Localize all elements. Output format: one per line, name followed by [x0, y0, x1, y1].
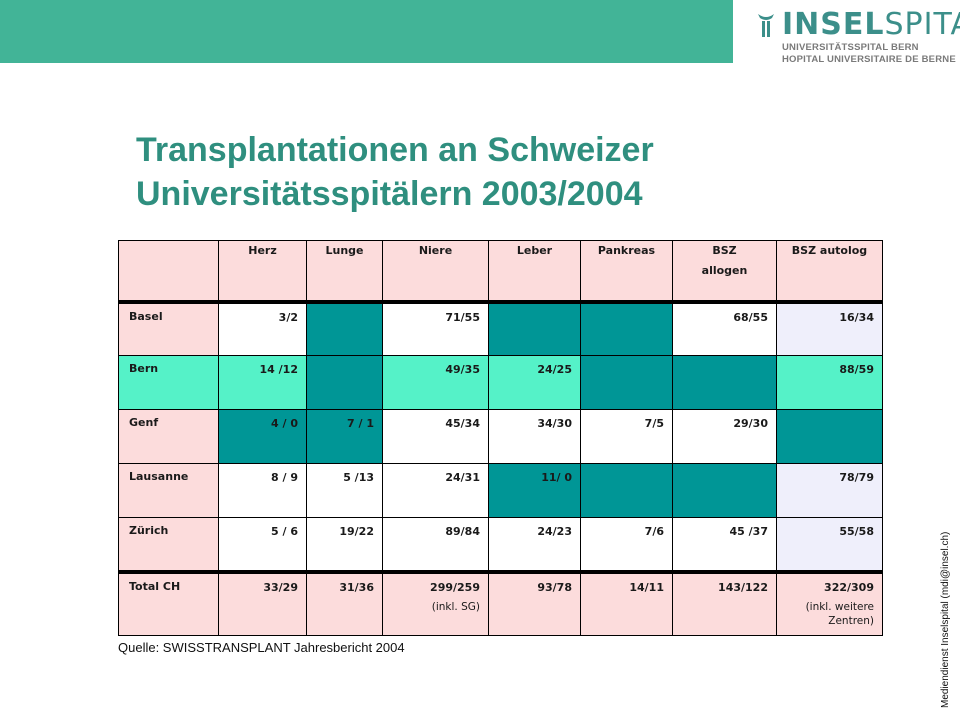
title-line-2: Universitätsspitälern 2003/2004 [136, 175, 643, 213]
row-label-zuerich: Zürich [118, 517, 219, 572]
logo-subtitle-fr: HOPITAL UNIVERSITAIRE DE BERNE [782, 54, 956, 65]
table-cell: 19/22 [306, 517, 383, 572]
table-cell-empty [306, 301, 383, 356]
table-cell: 8 / 9 [218, 463, 307, 518]
table-cell: 29/30 [672, 409, 777, 464]
table-cell: 89/84 [382, 517, 489, 572]
table-cell: 68/55 [672, 301, 777, 356]
row-label-basel: Basel [118, 301, 219, 356]
row-label-lausanne: Lausanne [118, 463, 219, 518]
table-cell: 71/55 [382, 301, 489, 356]
header-leber: Leber [488, 240, 581, 302]
row-label-bern: Bern [118, 355, 219, 410]
table-cell: 7 / 1 [306, 409, 383, 464]
table-row-total: Total CH 33/29 31/36 299/259 (inkl. SG) … [118, 571, 883, 636]
table-row: Bern 14 /12 49/35 24/25 88/59 [118, 355, 883, 410]
insel-logo-mark-icon [758, 14, 774, 37]
table-cell: 24/31 [382, 463, 489, 518]
table-cell: 34/30 [488, 409, 581, 464]
table-cell: 4 / 0 [218, 409, 307, 464]
table-cell-empty [776, 409, 883, 464]
table-cell: 16/34 [776, 301, 883, 356]
table-cell-empty [488, 301, 581, 356]
header-niere: Niere [382, 240, 489, 302]
table-cell: 93/78 [488, 571, 581, 636]
table-cell-empty [672, 463, 777, 518]
note-niere: (inkl. SG) [431, 600, 480, 613]
table-row: Genf 4 / 0 7 / 1 45/34 34/30 7/5 29/30 [118, 409, 883, 464]
row-label-total: Total CH [118, 571, 219, 636]
table-cell: 45 /37 [672, 517, 777, 572]
table-cell-empty [580, 463, 673, 518]
table-cell: 5 /13 [306, 463, 383, 518]
table-cell: 7/6 [580, 517, 673, 572]
table-cell: 31/36 [306, 571, 383, 636]
table-cell-niere-total: 299/259 (inkl. SG) [382, 571, 489, 636]
header-corner [118, 240, 219, 302]
header-bsz-autolog: BSZ autolog [776, 240, 883, 302]
table-header-row: Herz Lunge Niere Leber Pankreas BSZ allog… [118, 240, 883, 302]
transplant-table: Herz Lunge Niere Leber Pankreas BSZ allog… [118, 240, 883, 636]
table-cell: 3/2 [218, 301, 307, 356]
table-cell: 24/23 [488, 517, 581, 572]
table-cell: 45/34 [382, 409, 489, 464]
table-row: Zürich 5 / 6 19/22 89/84 24/23 7/6 45 /3… [118, 517, 883, 572]
header-herz: Herz [218, 240, 307, 302]
table-cell-empty [580, 355, 673, 410]
table-cell-autolog-total: 322/309 (inkl. weitere Zentren) [776, 571, 883, 636]
table-row: Lausanne 8 / 9 5 /13 24/31 11/ 0 78/79 [118, 463, 883, 518]
table-cell: 55/58 [776, 517, 883, 572]
row-label-genf: Genf [118, 409, 219, 464]
table-cell: 7/5 [580, 409, 673, 464]
table-cell: 33/29 [218, 571, 307, 636]
table-cell-empty [580, 301, 673, 356]
table-cell: 24/25 [488, 355, 581, 410]
title-line-1: Transplantationen an Schweizer [136, 131, 654, 169]
header-lunge: Lunge [306, 240, 383, 302]
logo-brand: INSELSPITAL [782, 7, 960, 42]
table-cell: 14/11 [580, 571, 673, 636]
table-cell: 11/ 0 [488, 463, 581, 518]
source-note: Quelle: SWISSTRANSPLANT Jahresbericht 20… [118, 640, 405, 655]
header-pankreas: Pankreas [580, 240, 673, 302]
table-cell: 143/122 [672, 571, 777, 636]
table-cell: 14 /12 [218, 355, 307, 410]
page-title: Transplantationen an Schweizer Universit… [136, 128, 856, 216]
logo-subtitle-de: UNIVERSITÄTSSPITAL BERN [782, 42, 919, 53]
side-credit: Mediendienst Inselspital (mdi@insel.ch) [940, 531, 951, 708]
table-cell: 88/59 [776, 355, 883, 410]
table-row: Basel 3/2 71/55 68/55 16/34 [118, 301, 883, 356]
table-cell-empty [306, 355, 383, 410]
header-band [0, 0, 733, 63]
header-bsz: BSZ allogen [672, 240, 777, 302]
inselspital-logo: INSELSPITAL UNIVERSITÄTSSPITAL BERN HOPI… [752, 8, 960, 68]
table-cell: 49/35 [382, 355, 489, 410]
table-cell: 5 / 6 [218, 517, 307, 572]
note-autolog: (inkl. weitere Zentren) [805, 600, 874, 627]
table-cell: 78/79 [776, 463, 883, 518]
table-cell-empty [672, 355, 777, 410]
